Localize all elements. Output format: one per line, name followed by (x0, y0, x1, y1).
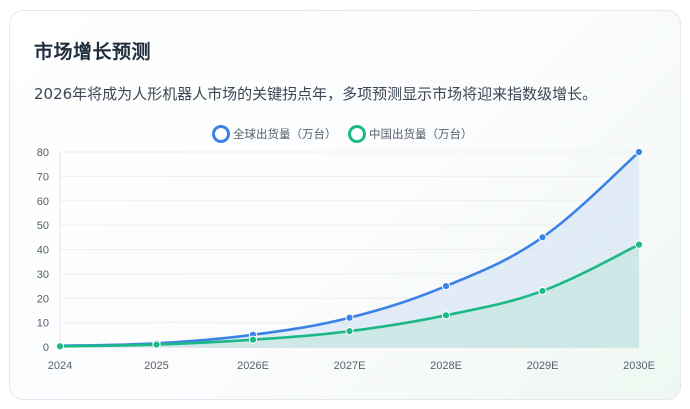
data-point (538, 286, 547, 296)
legend-marker (348, 125, 366, 143)
card-title: 市场增长预测 (34, 41, 152, 63)
data-point (152, 340, 161, 349)
data-point (441, 311, 451, 320)
data-point (248, 335, 258, 344)
legend-label: 全球出货量（万台） (233, 127, 337, 141)
x-tick-label: 2024 (48, 360, 72, 372)
y-tick-label: 30 (37, 269, 49, 281)
data-point (441, 281, 451, 291)
y-tick-label: 50 (37, 220, 49, 232)
y-tick-label: 0 (43, 342, 49, 354)
data-point (55, 342, 65, 351)
x-tick-label: 2028E (430, 360, 462, 372)
x-tick-label: 2026E (237, 360, 269, 372)
data-point (345, 313, 354, 322)
x-tick-label: 2025 (144, 360, 168, 372)
legend-item: 中国出货量（万台） (348, 125, 473, 143)
y-tick-label: 70 (37, 171, 49, 183)
card-subtitle: 2026年将成为人形机器人市场的关键拐点年，多项预测显示市场将迎来指数级增长。 (34, 85, 598, 103)
data-point (634, 147, 644, 157)
x-tick-label: 2029E (527, 360, 559, 372)
x-tick-label: 2030E (623, 360, 655, 372)
data-point (634, 240, 644, 249)
legend-item: 全球出货量（万台） (212, 125, 337, 143)
data-point (345, 327, 354, 336)
data-point (538, 233, 547, 242)
y-tick-label: 40 (37, 245, 49, 257)
y-tick-label: 60 (37, 196, 49, 208)
legend-marker (212, 125, 230, 143)
series-area (60, 152, 639, 347)
y-tick-label: 10 (37, 318, 49, 330)
y-tick-label: 80 (37, 147, 49, 159)
legend-label: 中国出货量（万台） (369, 127, 473, 141)
series-area (60, 244, 639, 347)
y-tick-label: 20 (37, 293, 49, 305)
x-tick-label: 2027E (334, 360, 366, 372)
